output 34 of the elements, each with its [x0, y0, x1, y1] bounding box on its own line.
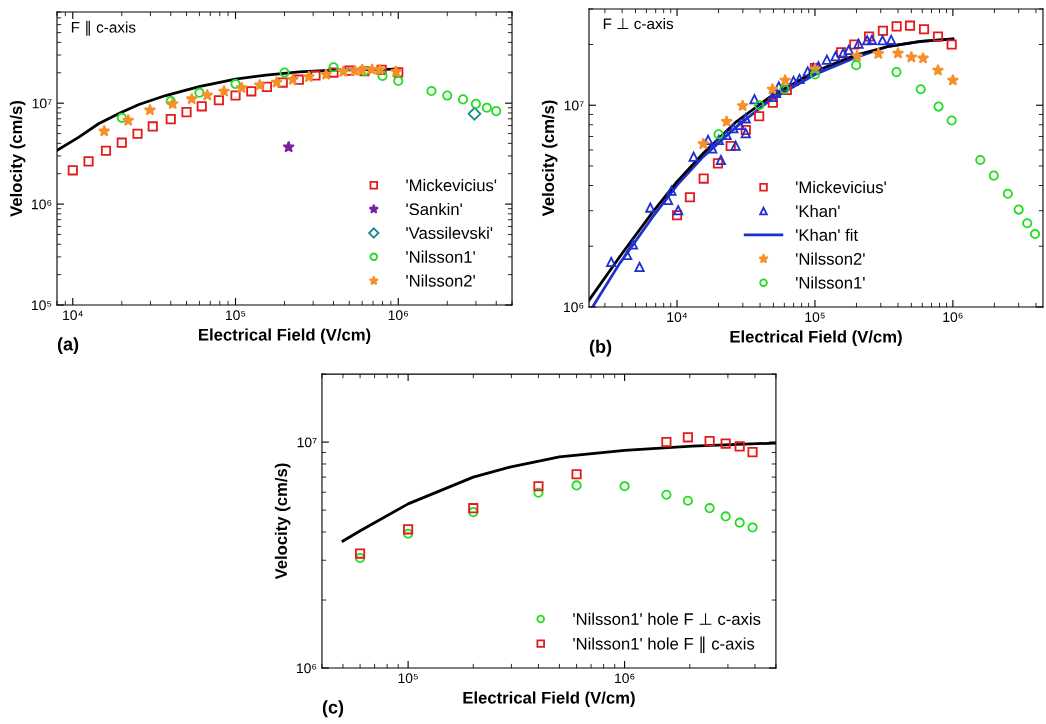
legend-label: 'Nilsson2' [406, 274, 475, 287]
legend-label: 'Khan' [796, 204, 840, 218]
x-tick-label: 10⁶ [388, 310, 409, 321]
x-axis-title: Electrical Field (V/cm) [463, 691, 635, 707]
y-axis-title: Velocity (cm/s) [541, 100, 558, 217]
text: (b) [589, 339, 612, 357]
legend-label: 'Nilsson1' hole F ∥ c-axis [573, 636, 755, 654]
legend-label: 'Nilsson1' [796, 276, 865, 289]
x-tick-label: 10⁵ [225, 310, 246, 321]
annotation: F ⊥ c-axis [603, 17, 674, 30]
x-axis-title: Electrical Field (V/cm) [730, 330, 902, 346]
legend-label: 'Mickevicius' [796, 180, 886, 194]
y-axis-title: Velocity (cm/s) [274, 463, 291, 580]
x-tick-label: 10⁵ [805, 312, 825, 323]
y-tick-label: 10⁶ [32, 199, 52, 210]
legend-label: 'Nilsson2' [796, 252, 865, 265]
legend-label: 'Sankin' [406, 202, 462, 216]
annotation: F ∥ c-axis [71, 20, 136, 36]
text: (a) [57, 337, 79, 355]
y-tick-label: 10⁷ [32, 98, 52, 109]
legend-label: 'Vassilevski' [406, 226, 493, 239]
y-tick-label: 10⁷ [297, 437, 317, 448]
legend-label: 'Nilsson1' [406, 250, 475, 263]
x-tick-label: 10⁴ [667, 312, 688, 323]
legend-label: 'Khan' fit [796, 228, 858, 241]
legend-label: 'Mickevicius' [406, 179, 497, 192]
text: (c) [322, 700, 344, 718]
x-tick-label: 10⁴ [63, 310, 83, 321]
legend-label: 'Nilsson1' hole F ⊥ c-axis [573, 612, 761, 625]
x-axis-title: Electrical Field (V/cm) [199, 328, 371, 344]
y-tick-label: 10⁷ [564, 100, 584, 111]
y-axis-title: Velocity (cm/s) [9, 100, 26, 217]
x-tick-label: 10⁶ [943, 312, 963, 323]
y-tick-label: 10⁵ [32, 300, 52, 311]
